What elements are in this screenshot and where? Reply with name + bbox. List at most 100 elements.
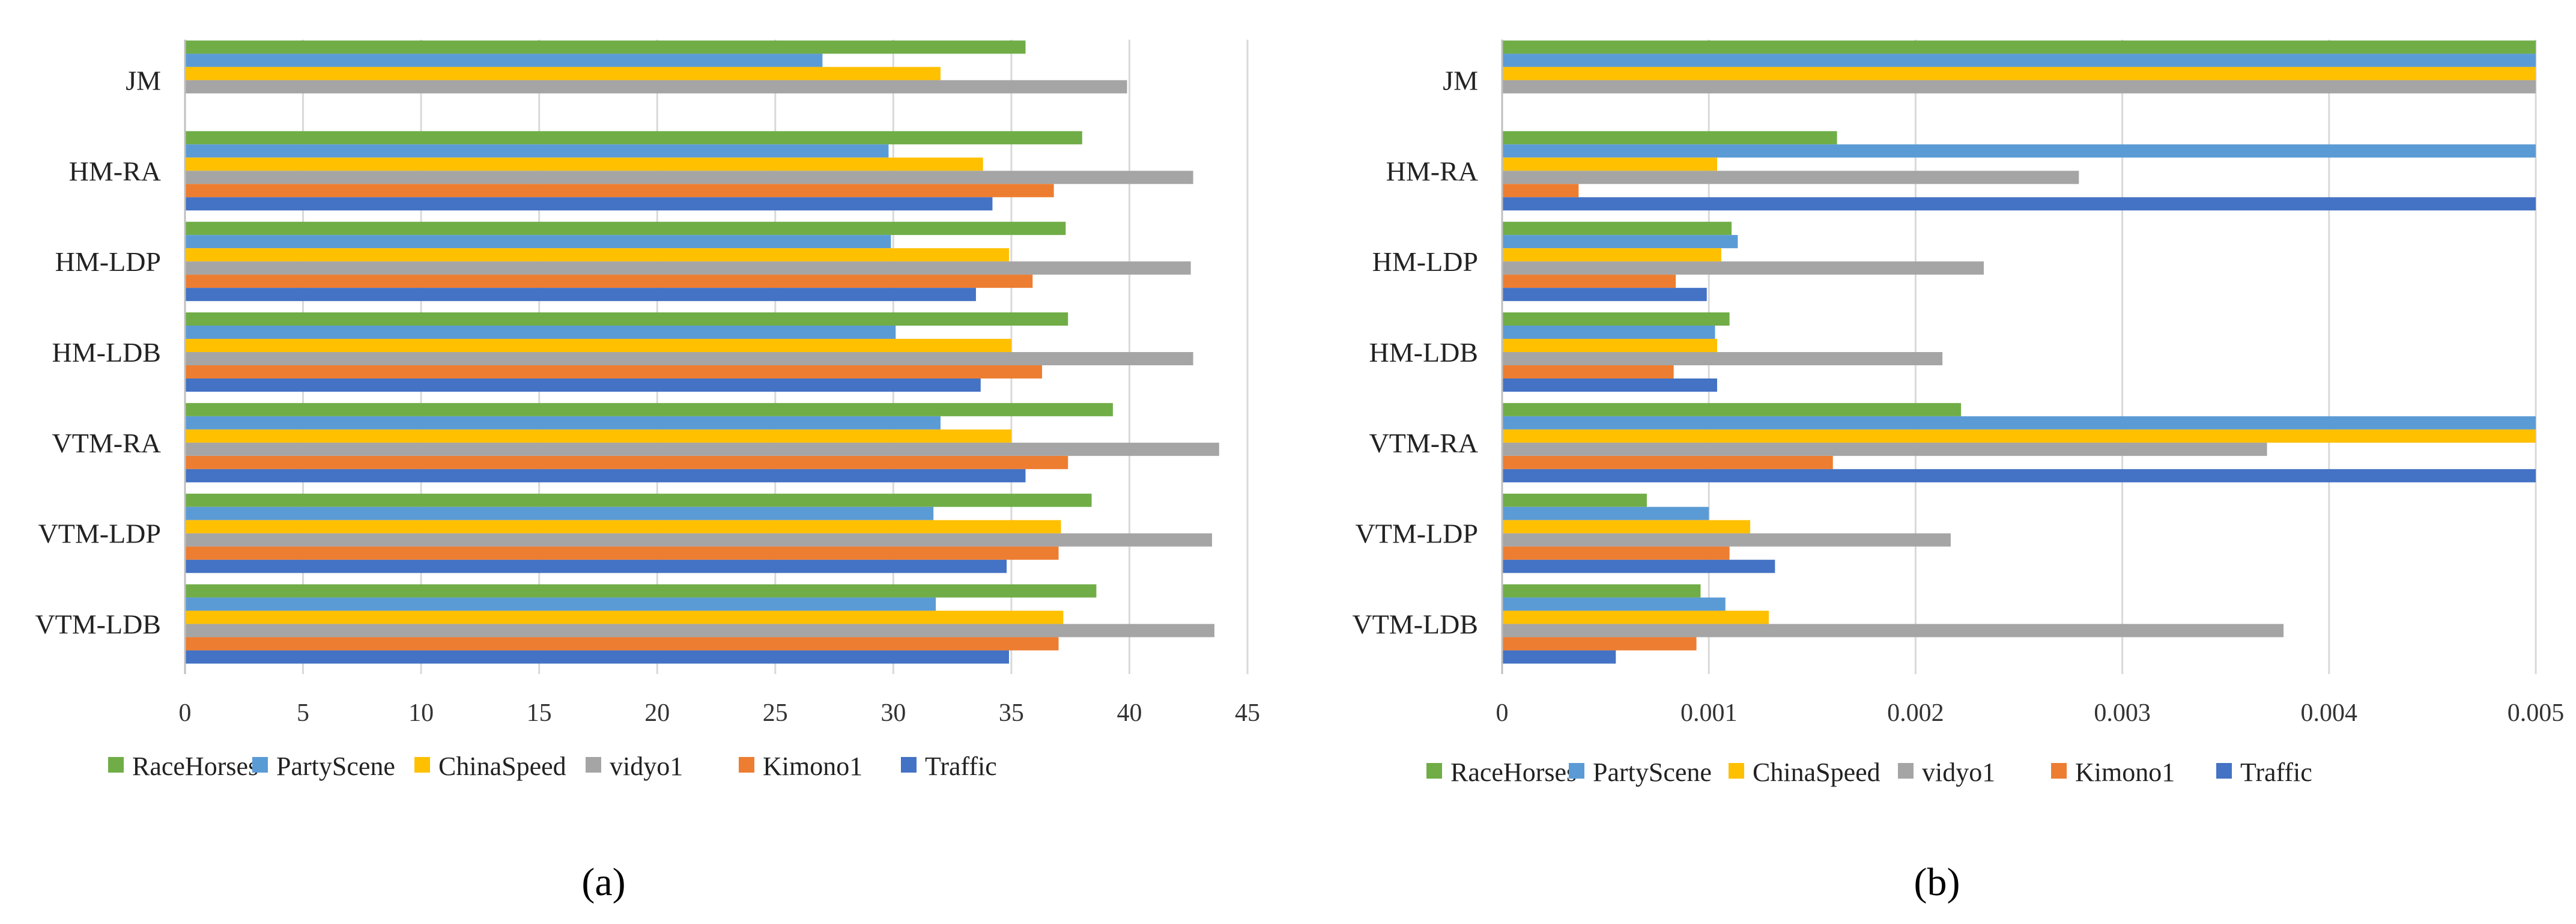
- bar: [1502, 403, 1962, 416]
- bar: [1502, 40, 2536, 54]
- bar: [185, 222, 1066, 236]
- x-tick-label: 10: [408, 699, 434, 727]
- chart-b: JM HM-RA HM-LDP HM-LDB VTM-RA VTM-LDP VTM-LDB 0…: [1352, 40, 2564, 904]
- bar: [1502, 624, 2284, 637]
- bar: [1502, 416, 2536, 430]
- bar: [185, 80, 1127, 94]
- bar: [185, 610, 1064, 624]
- legend-swatch: [414, 757, 430, 773]
- bar: [185, 455, 1068, 469]
- bar: [185, 312, 1068, 326]
- category-label: HM-LDB: [52, 337, 161, 368]
- bar: [185, 520, 1061, 533]
- bar: [1502, 378, 1717, 392]
- bar: [185, 171, 1193, 184]
- bar: [1502, 493, 1647, 507]
- category-label: JM: [126, 65, 161, 96]
- bar: [185, 506, 934, 520]
- panel-label: (a): [581, 860, 625, 904]
- legend-label: PartyScene: [1593, 758, 1712, 787]
- category-label: HM-RA: [69, 156, 161, 186]
- x-tick-label: 40: [1117, 699, 1142, 727]
- bar: [185, 365, 1042, 378]
- x-tick-label: 0.005: [2508, 699, 2565, 727]
- bar: [1502, 275, 1676, 288]
- bar: [1502, 584, 1701, 598]
- bar: [1502, 131, 1837, 145]
- legend-label: RaceHorses: [1450, 758, 1577, 787]
- bar: [1502, 365, 1674, 378]
- bar: [1502, 506, 1709, 520]
- legend-label: vidyo1: [1922, 758, 1995, 787]
- bar: [185, 597, 936, 611]
- bar: [1502, 637, 1697, 651]
- bar: [185, 326, 896, 339]
- x-tick-label: 15: [527, 699, 552, 727]
- legend-label: Traffic: [925, 752, 997, 781]
- legend-swatch: [252, 757, 268, 773]
- legend-swatch: [108, 757, 124, 773]
- bar: [1502, 597, 1726, 611]
- bar: [1502, 533, 1951, 547]
- category-label: HM-LDP: [1372, 246, 1478, 277]
- bar: [185, 53, 823, 67]
- x-tick-label: 0: [1496, 699, 1509, 727]
- bar: [1502, 67, 2536, 81]
- bar: [1502, 248, 1721, 262]
- category-label: HM-RA: [1386, 156, 1478, 186]
- bar: [185, 248, 1009, 262]
- bar: [185, 352, 1193, 365]
- bar: [185, 559, 1007, 573]
- bar: [1502, 288, 1707, 302]
- bar: [185, 144, 889, 158]
- x-tick-label: 0.001: [1680, 699, 1738, 727]
- x-tick-label: 5: [297, 699, 309, 727]
- legend-label: ChinaSpeed: [1753, 758, 1880, 787]
- category-label: VTM-RA: [52, 428, 161, 458]
- bar: [185, 288, 976, 302]
- bar: [185, 584, 1097, 598]
- category-label: VTM-LDP: [1356, 518, 1478, 549]
- category-label: HM-LDB: [1369, 337, 1478, 368]
- bar: [1502, 559, 1775, 573]
- bar: [185, 40, 1026, 54]
- legend-swatch: [2216, 763, 2232, 779]
- bar: [185, 67, 941, 81]
- legend-label: vidyo1: [610, 752, 683, 781]
- bar: [1502, 80, 2536, 94]
- bar: [185, 403, 1113, 416]
- bar: [185, 275, 1033, 288]
- bar: [1502, 326, 1715, 339]
- legend-swatch: [2051, 763, 2067, 779]
- category-label: JM: [1443, 65, 1478, 96]
- bar: [185, 533, 1213, 547]
- x-tick-label: 0.003: [2094, 699, 2151, 727]
- legend-swatch: [1729, 763, 1744, 779]
- legend-swatch: [1569, 763, 1584, 779]
- bar: [1502, 339, 1717, 352]
- bar: [185, 184, 1054, 198]
- x-tick-label: 30: [880, 699, 906, 727]
- bar: [1502, 144, 2536, 158]
- bar: [1502, 261, 1984, 275]
- bar: [1502, 520, 1751, 533]
- legend-label: RaceHorses: [132, 752, 258, 781]
- legend-label: ChinaSpeed: [438, 752, 566, 781]
- bar: [1502, 546, 1730, 560]
- legend-swatch: [739, 757, 754, 773]
- bar: [185, 261, 1191, 275]
- x-tick-label: 0: [179, 699, 192, 727]
- bar: [1502, 222, 1732, 236]
- legend-swatch: [901, 757, 917, 773]
- bar: [1502, 157, 1717, 171]
- category-label: VTM-LDB: [1352, 609, 1478, 640]
- bar: [1502, 650, 1616, 664]
- x-tick-label: 45: [1235, 699, 1260, 727]
- bar: [1502, 184, 1579, 198]
- legend-swatch: [1426, 763, 1442, 779]
- bar: [1502, 235, 1738, 249]
- legend-label: Kimono1: [2075, 758, 2175, 787]
- bar: [185, 650, 1009, 664]
- bar: [185, 339, 1011, 352]
